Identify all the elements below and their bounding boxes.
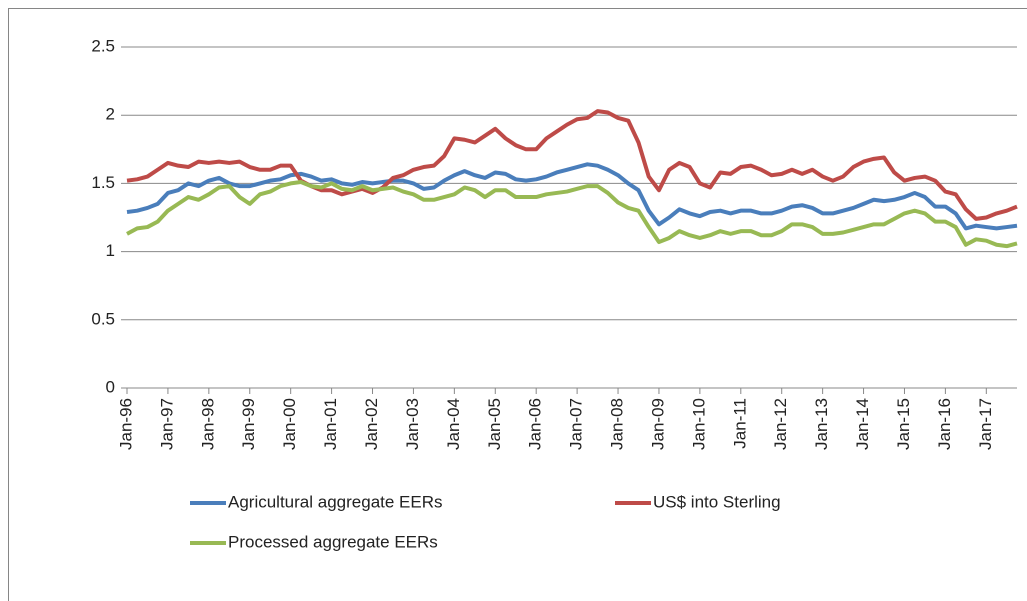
legend-label: Agricultural aggregate EERs: [228, 492, 443, 511]
series-line: [126, 109, 1018, 221]
series-line: [126, 180, 1018, 249]
x-tick-label: Jan-02: [362, 398, 381, 450]
y-tick-label: 0.5: [91, 309, 115, 328]
x-tick-label: Jan-13: [812, 398, 831, 450]
x-tick-label: Jan-10: [689, 398, 708, 450]
x-tick-label: Jan-04: [444, 398, 463, 450]
y-tick-label: 0: [106, 377, 115, 396]
series-line: [126, 162, 1018, 231]
y-tick-label: 2: [106, 105, 115, 124]
y-tick-label: 2.5: [91, 36, 115, 55]
chart-frame: [8, 8, 1027, 601]
x-tick-label: Jan-08: [608, 398, 627, 450]
x-tick-label: Jan-96: [116, 398, 135, 450]
x-tick-label: Jan-09: [648, 398, 667, 450]
x-tick-label: Jan-14: [853, 398, 872, 450]
x-tick-label: Jan-98: [198, 398, 217, 450]
x-tick-label: Jan-15: [894, 398, 913, 450]
x-tick-label: Jan-07: [567, 398, 586, 450]
legend-label: US$ into Sterling: [653, 492, 781, 511]
x-tick-label: Jan-12: [771, 398, 790, 450]
x-tick-label: Jan-99: [239, 398, 258, 450]
x-tick-label: Jan-01: [321, 398, 340, 450]
x-tick-label: Jan-11: [730, 398, 749, 449]
x-tick-label: Jan-06: [526, 398, 545, 450]
x-tick-label: Jan-16: [935, 398, 954, 450]
x-tick-label: Jan-97: [157, 398, 176, 450]
x-tick-label: Jan-03: [403, 398, 422, 450]
legend-label: Processed aggregate EERs: [228, 532, 438, 551]
x-tick-label: Jan-00: [280, 398, 299, 450]
y-tick-label: 1.5: [91, 173, 115, 192]
x-tick-label: Jan-17: [976, 398, 995, 450]
x-tick-label: Jan-05: [485, 398, 504, 450]
y-tick-label: 1: [106, 241, 115, 260]
